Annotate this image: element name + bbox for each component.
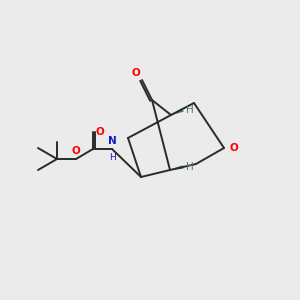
Text: O: O: [72, 146, 80, 156]
Text: O: O: [229, 143, 238, 153]
Polygon shape: [171, 108, 184, 115]
Text: O: O: [96, 127, 105, 137]
Text: N: N: [108, 136, 116, 146]
Text: O: O: [131, 68, 140, 78]
Text: H: H: [186, 105, 194, 115]
Polygon shape: [170, 165, 183, 170]
Text: H: H: [109, 153, 116, 162]
Text: H: H: [186, 162, 194, 172]
